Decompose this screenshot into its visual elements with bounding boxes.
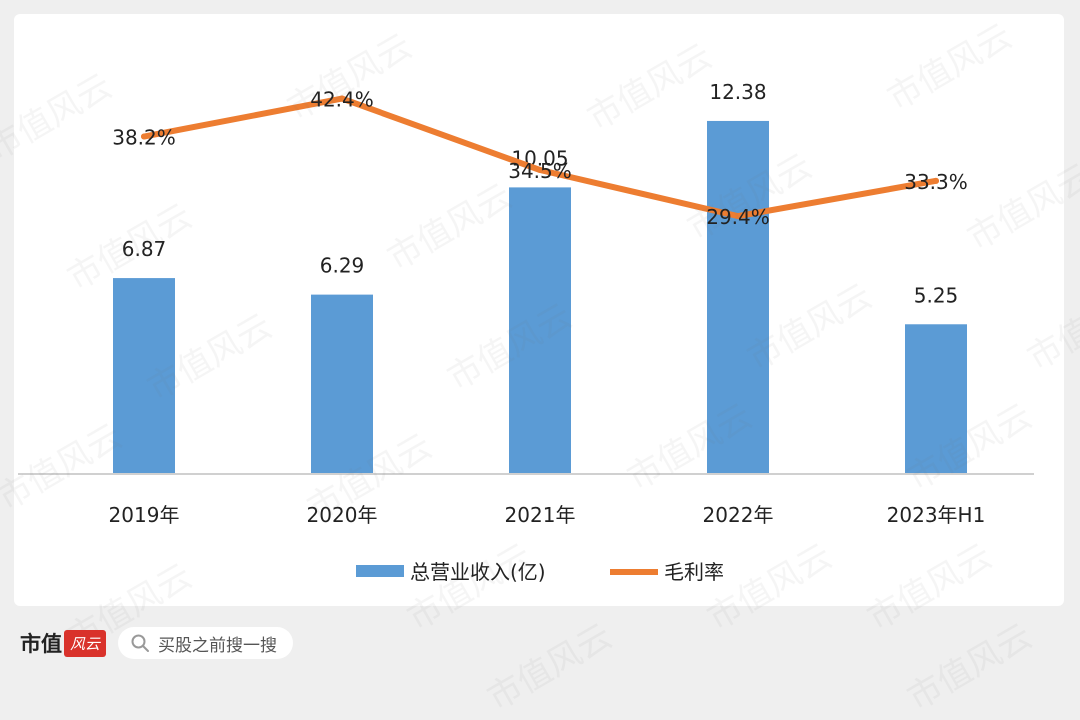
bar-label-2: 10.05: [511, 146, 568, 170]
x-tick-label-2: 2021年: [505, 503, 576, 527]
bar-1: [311, 294, 373, 474]
revenue-margin-chart: 6.87 6.29 10.05 12.38 5.25 2019年 2020年 2021年 202…: [18, 80, 1034, 584]
margin-point-3: [735, 213, 741, 220]
margin-point-4: [933, 177, 939, 184]
bar-3: [707, 120, 769, 475]
bar-4: [905, 324, 967, 474]
margin-point-2: [537, 167, 543, 173]
margin-label-4: 33.3%: [904, 170, 968, 194]
bar-label-0: 6.87: [122, 237, 167, 261]
legend-bar-label: 总营业收入(亿): [410, 560, 546, 584]
watermark-text: 市值风云: [480, 616, 619, 719]
search-placeholder: 买股之前搜一搜: [158, 635, 278, 656]
chart-card: 6.87 6.29 10.05 12.38 5.25 2019年 2020年 2021年 202…: [14, 14, 1064, 606]
margin-label-2: 34.5%: [508, 159, 572, 183]
search-icon: [131, 634, 150, 652]
bar-2: [509, 187, 571, 474]
bar-0: [113, 278, 175, 474]
margin-label-1: 42.4%: [310, 88, 374, 112]
x-tick-label-4: 2023年H1: [887, 503, 986, 527]
footer-bar: 市值 风云 买股之前搜一搜: [20, 626, 294, 660]
search-box[interactable]: 买股之前搜一搜: [118, 627, 294, 659]
bar-label-3: 12.38: [709, 80, 766, 104]
margin-point-1: [339, 95, 345, 102]
bar-label-1: 6.29: [320, 254, 365, 278]
legend-line-label: 毛利率: [664, 560, 724, 584]
x-tick-label-1: 2020年: [307, 503, 378, 527]
x-tick-label-0: 2019年: [109, 503, 180, 527]
brand-logo-text: 市值: [20, 631, 62, 656]
watermark-text: 市值风云: [900, 616, 1039, 719]
bar-label-4: 5.25: [914, 283, 959, 307]
margin-label-3: 29.4%: [706, 205, 770, 229]
margin-point-0: [141, 133, 147, 140]
brand-logo-seal: 风云: [64, 629, 107, 657]
x-tick-label-3: 2022年: [703, 503, 774, 527]
legend-bar-swatch: [356, 565, 404, 577]
margin-label-0: 38.2%: [112, 126, 176, 150]
